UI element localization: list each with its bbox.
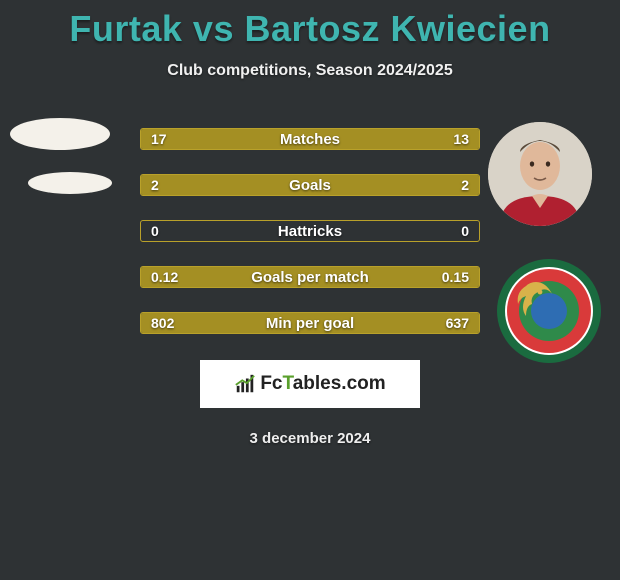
stat-label: Hattricks (141, 223, 479, 240)
branding-accent: T (283, 373, 293, 394)
stat-label: Matches (141, 131, 479, 148)
stat-label: Goals (141, 177, 479, 194)
stat-value-right: 2 (461, 177, 469, 193)
stat-label: Goals per match (141, 269, 479, 286)
stat-row: 0.12Goals per match0.15 (140, 266, 480, 288)
branding-text: Fc (260, 373, 282, 394)
stat-row: 2Goals2 (140, 174, 480, 196)
club-badge (496, 258, 602, 364)
stat-value-right: 637 (446, 315, 469, 331)
chart-icon (234, 373, 256, 395)
comparison-title: Furtak vs Bartosz Kwiecien (0, 0, 620, 50)
stat-row: 802Min per goal637 (140, 312, 480, 334)
comparison-subtitle: Club competitions, Season 2024/2025 (0, 62, 620, 80)
stat-value-right: 13 (453, 131, 469, 147)
stat-value-right: 0.15 (442, 269, 469, 285)
player-right-avatar (488, 122, 592, 226)
stat-value-right: 0 (461, 223, 469, 239)
branding-logo: FcTables.com (200, 360, 420, 408)
stat-row: 17Matches13 (140, 128, 480, 150)
stat-row: 0Hattricks0 (140, 220, 480, 242)
placeholder-shape (10, 118, 110, 150)
stat-label: Min per goal (141, 315, 479, 332)
stats-table: 17Matches13 2Goals2 0Hattricks0 0.12Goals p… (140, 128, 480, 358)
player-left-avatar (10, 118, 112, 216)
placeholder-shape (28, 172, 112, 194)
snapshot-date: 3 december 2024 (0, 430, 620, 447)
branding-text: ables.com (293, 373, 386, 394)
